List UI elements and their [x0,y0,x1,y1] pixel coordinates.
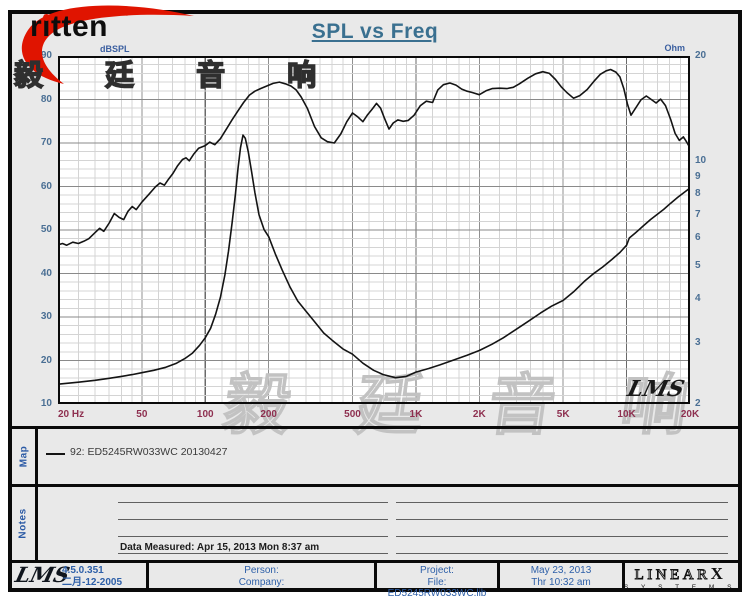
footer-date: May 23, 2013 [530,565,592,576]
footer-divider [497,563,500,588]
right-axis-unit-label: Ohm [664,43,685,53]
legend-entry: 92: ED5245RW033WC 20130427 [70,446,228,458]
brand-i-dot [43,14,50,21]
footer-divider [146,563,149,588]
lms-plot-mark: LMS [624,376,687,402]
app-build-date: 二月-12-2005 [62,576,123,588]
notes-section-label: Notes [18,508,30,539]
notes-rule [396,553,728,554]
y-right-tick-label: 2 [695,398,701,409]
notes-rule [396,502,728,503]
person-company-cell: Person: Company: [149,565,374,588]
y-left-tick-label: 30 [40,311,52,322]
brand-logo-text: ritten [30,10,108,43]
project-label: Project: [420,565,454,576]
notes-rule [396,536,728,537]
curve-impedance [58,134,690,386]
separator-notes-footer [12,560,738,563]
app-version: 4.5.0.351 [62,565,104,576]
linearx-wordmark: LINEARX [634,564,727,583]
brand-chinese-text: 毅 廷 音 响 [13,59,344,92]
file-label: File: ED5245RW033WC.lib [387,576,487,600]
footer-time: Thr 10:32 am [531,576,591,588]
notes-rule [118,536,388,537]
y-left-tick-label: 40 [40,267,52,279]
x-tick-label: 1K [409,409,423,420]
legend-line-swatch [46,453,65,455]
curve-spl [58,68,690,246]
y-left-tick-label: 90 [40,50,52,61]
x-tick-label: 100 [196,409,214,420]
x-tick-label: 20K [680,409,700,420]
data-measured-text: Data Measured: Apr 15, 2013 Mon 8:37 am [120,542,320,553]
x-tick-label: 20 Hz [58,409,85,420]
person-label: Person: [244,565,279,576]
brand-swoosh-icon [21,5,194,84]
y-right-tick-label: 7 [695,208,701,220]
x-tick-label: 500 [344,409,361,420]
y-right-tick-label: 10 [695,154,707,166]
y-left-tick-label: 80 [40,93,52,105]
left-axis-unit-label: dBSPL [100,44,130,54]
footer-divider [622,563,625,588]
x-tick-label: 10K [617,409,636,420]
x-tick-label: 50 [136,409,148,420]
y-right-tick-label: 8 [695,188,701,200]
plot-curves [58,56,690,404]
x-tick-label: 2K [472,409,486,420]
y-left-tick-label: 60 [40,180,52,192]
separator-chart-map [12,426,738,429]
project-file-cell: Project: File: ED5245RW033WC.lib [377,565,497,599]
map-section-strip: Map [12,429,38,484]
x-tick-label: 200 [260,409,277,420]
company-label: Company: [238,576,285,588]
y-right-tick-label: 20 [695,50,707,61]
y-right-tick-label: 5 [695,259,701,271]
y-right-tick-label: 6 [695,231,701,243]
version-block: 4.5.0.351 二月-12-2005 [62,565,122,588]
linearx-x: X [710,564,727,583]
y-left-tick-label: 20 [40,354,52,366]
notes-rule [396,519,728,520]
footer-divider [374,563,377,588]
separator-map-notes [12,484,738,487]
page-title: SPL vs Freq [311,20,439,43]
y-right-tick-label: 3 [695,336,701,348]
plot-grid [58,56,690,404]
y-left-tick-label: 70 [40,137,52,148]
y-left-tick-label: 10 [40,398,52,409]
y-right-tick-label: 4 [695,293,701,305]
y-left-tick-label: 50 [40,224,52,235]
notes-rule [118,502,388,503]
linearx-systems: S Y S T E M S [624,584,737,591]
notes-rule [118,553,388,554]
notes-section-strip: Notes [12,487,38,560]
linearx-logo: LINEARX S Y S T E M S [623,564,738,591]
date-time-cell: May 23, 2013 Thr 10:32 am [500,565,622,588]
notes-rule [118,519,388,520]
x-tick-label: 5K [556,409,570,420]
map-section-label: Map [18,445,29,468]
y-right-tick-label: 9 [695,170,701,182]
